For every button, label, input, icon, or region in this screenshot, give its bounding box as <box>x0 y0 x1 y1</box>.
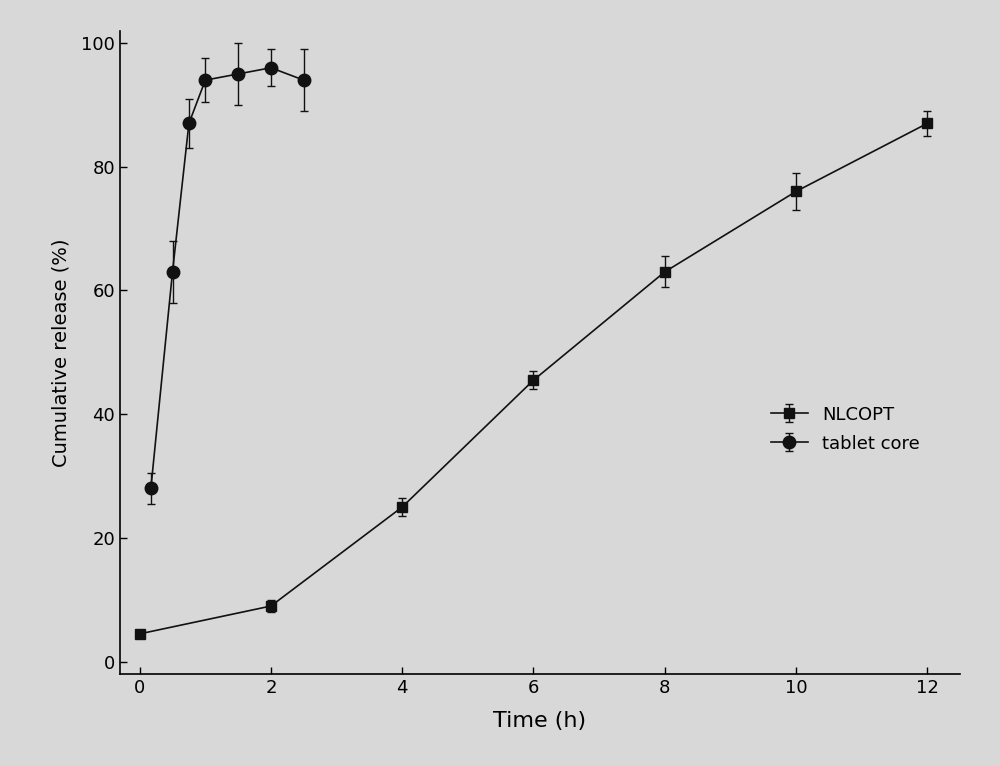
Legend: NLCOPT, tablet core: NLCOPT, tablet core <box>757 391 934 468</box>
X-axis label: Time (h): Time (h) <box>493 711 587 731</box>
Y-axis label: Cumulative release (%): Cumulative release (%) <box>51 238 70 466</box>
